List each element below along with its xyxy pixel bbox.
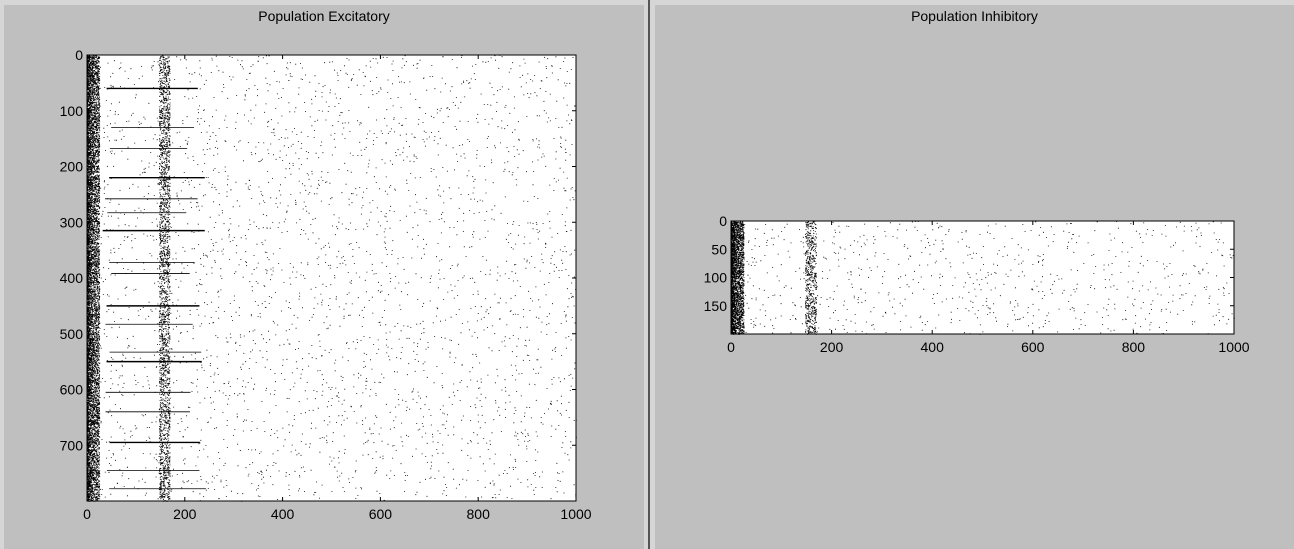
raster-plot-excitatory: 0 200 400 600 800 1000 0 100 200 300 400 500 600 700 (60, 47, 592, 522)
y-axis-inhibitory: 0 50 100 150 (704, 213, 1234, 314)
x-tick-label: 800 (1122, 339, 1146, 355)
y-tick-label: 200 (60, 159, 84, 175)
x-axis-inhibitory: 0 200 400 600 800 1000 (727, 221, 1250, 355)
y-tick-label: 700 (60, 437, 84, 453)
x-tick-label: 400 (271, 506, 295, 522)
y-tick-label: 600 (60, 382, 84, 398)
y-axis-excitatory: 0 100 200 300 400 500 600 700 (60, 47, 576, 453)
x-tick-label: 200 (820, 339, 844, 355)
panel-splitter[interactable] (648, 0, 650, 549)
x-tick-label: 1000 (1218, 339, 1249, 355)
x-tick-label: 0 (83, 506, 91, 522)
x-axis-excitatory: 0 200 400 600 800 1000 (83, 55, 592, 522)
chart-title-inhibitory: Population Inhibitory (911, 8, 1038, 24)
y-tick-label: 300 (60, 214, 84, 230)
burst-lines-excitatory (102, 87, 206, 490)
y-tick-label: 0 (75, 47, 83, 63)
x-tick-label: 1000 (560, 506, 591, 522)
chart-title-excitatory: Population Excitatory (258, 8, 390, 24)
y-tick-label: 0 (719, 213, 727, 229)
y-tick-label: 100 (704, 270, 728, 286)
x-tick-label: 0 (727, 339, 735, 355)
x-tick-label: 200 (173, 506, 197, 522)
x-tick-label: 800 (467, 506, 491, 522)
y-tick-label: 400 (60, 270, 84, 286)
figure-panel-excitatory: Population Excitatory 0 200 400 600 800 1000 0… (4, 5, 644, 549)
y-tick-label: 50 (711, 241, 727, 257)
y-tick-label: 100 (60, 103, 84, 119)
y-tick-label: 500 (60, 326, 84, 342)
raster-plot-inhibitory: 0 200 400 600 800 1000 0 50 100 150 (704, 213, 1250, 355)
x-tick-label: 600 (369, 506, 393, 522)
x-tick-label: 600 (1021, 339, 1045, 355)
x-tick-label: 400 (921, 339, 945, 355)
y-tick-label: 150 (704, 298, 728, 314)
figure-panel-inhibitory: Population Inhibitory 0 200 400 600 800 1000 0… (655, 5, 1294, 549)
